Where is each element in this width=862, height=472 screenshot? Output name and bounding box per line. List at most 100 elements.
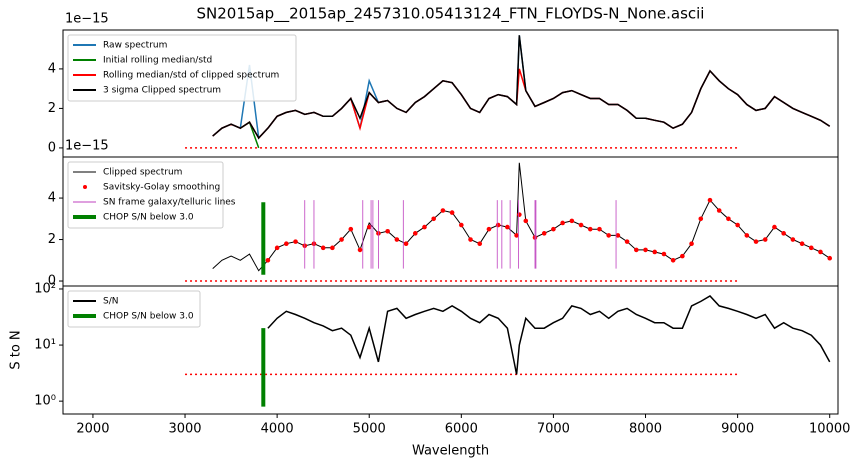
y-tick-label: 4 xyxy=(48,191,56,206)
y-tick-label: 4 xyxy=(48,61,56,76)
x-tick-label: 2000 xyxy=(76,422,109,437)
smooth-point xyxy=(412,231,418,236)
y-tick-label: 0 xyxy=(48,274,56,289)
y-axis-label: S to N xyxy=(9,330,24,369)
legend-box xyxy=(67,290,201,328)
y-tick-label: 0 xyxy=(48,140,56,155)
smooth-point xyxy=(753,239,759,244)
smooth-point xyxy=(284,241,289,246)
y-tick-label: 10² xyxy=(34,281,56,296)
smooth-point xyxy=(707,197,713,203)
offset-label: 1e−15 xyxy=(65,139,109,154)
smooth-point xyxy=(339,237,344,242)
smooth-point xyxy=(781,231,786,236)
smooth-point xyxy=(643,247,648,253)
chart-title: SN2015ap__2015ap_2457310.05413124_FTN_FL… xyxy=(197,5,705,24)
smooth-point xyxy=(606,233,611,238)
smooth-point xyxy=(505,224,510,230)
smooth-point xyxy=(477,241,483,246)
smooth-point xyxy=(394,237,400,242)
panel: 1e−15 0 2 4 xyxy=(48,139,839,289)
legend-label: Initial rolling median/std xyxy=(103,56,212,66)
smooth-point xyxy=(495,222,501,228)
smooth-point xyxy=(293,239,298,244)
legend: Raw spectrum Initial rolling median/std Ro… xyxy=(67,34,297,102)
y-tick-label: 10⁰ xyxy=(34,394,56,409)
smooth-point xyxy=(403,241,409,246)
smooth-point xyxy=(808,245,814,251)
legend-label: Clipped spectrum xyxy=(103,168,182,178)
smooth-point xyxy=(449,210,455,215)
smooth-point xyxy=(772,224,777,230)
smooth-point xyxy=(320,245,326,251)
smooth-point xyxy=(265,257,271,263)
smooth-point xyxy=(274,245,280,251)
x-tick-label: 10000 xyxy=(809,422,850,437)
smooth-point xyxy=(716,208,722,213)
x-axis-label: Wavelength xyxy=(412,444,489,459)
smooth-point xyxy=(670,257,676,263)
smooth-point xyxy=(486,226,492,232)
x-tick-label: 3000 xyxy=(168,422,201,437)
smooth-point xyxy=(357,247,363,253)
x-tick-label: 8000 xyxy=(629,422,662,437)
legend-label: Raw spectrum xyxy=(103,41,167,51)
y-tick-label: 2 xyxy=(48,232,56,247)
smooth-point xyxy=(551,226,556,232)
smooth-point xyxy=(661,251,667,257)
smooth-point xyxy=(790,237,796,242)
smooth-point xyxy=(468,237,473,242)
series-line xyxy=(212,35,831,140)
series-line xyxy=(267,295,831,375)
smooth-point xyxy=(762,237,768,242)
smooth-point xyxy=(422,224,427,230)
smooth-point xyxy=(652,249,658,255)
panel: S to N Wavelength 10⁰ 10¹ 10² 2000 3000 4000 500… xyxy=(9,281,851,458)
smooth-point xyxy=(385,228,390,234)
smooth-point xyxy=(514,233,519,238)
legend-label: S/N xyxy=(103,297,118,307)
series-line xyxy=(212,162,830,272)
smooth-point xyxy=(597,226,602,232)
legend-label: CHOP S/N below 3.0 xyxy=(103,312,194,322)
smooth-point xyxy=(726,216,731,222)
panel: SN2015ap__2015ap_2457310.05413124_FTN_FL… xyxy=(48,5,839,158)
smooth-point xyxy=(523,218,529,224)
y-tick-label: 10¹ xyxy=(34,338,56,353)
smooth-point xyxy=(440,208,446,213)
x-tick-label: 7000 xyxy=(537,422,570,437)
smooth-point xyxy=(827,255,833,261)
series-line xyxy=(212,68,831,140)
smooth-point xyxy=(698,216,704,222)
legend-box xyxy=(67,161,224,229)
smooth-point xyxy=(330,245,335,251)
y-tick-label: 2 xyxy=(48,101,56,116)
smooth-point xyxy=(689,241,694,246)
smooth-point xyxy=(615,233,621,238)
smooth-point xyxy=(818,249,823,255)
smooth-point xyxy=(799,241,805,246)
plot-frame xyxy=(62,285,839,415)
smooth-point xyxy=(634,247,639,253)
legend-marker xyxy=(83,185,87,189)
legend-label: Rolling median/std of clipped spectrum xyxy=(103,71,279,81)
smooth-point xyxy=(348,226,354,232)
x-tick-label: 4000 xyxy=(261,422,294,437)
smooth-point xyxy=(560,220,565,226)
legend: S/N CHOP S/N below 3.0 xyxy=(67,290,201,328)
smooth-point xyxy=(735,222,740,228)
legend-label: SN frame galaxy/telluric lines xyxy=(103,198,236,208)
smooth-point xyxy=(624,239,630,244)
smooth-point xyxy=(578,222,584,228)
x-tick-label: 6000 xyxy=(445,422,478,437)
x-tick-label: 5000 xyxy=(353,422,386,437)
smooth-point xyxy=(569,218,575,224)
legend-label: CHOP S/N below 3.0 xyxy=(103,213,194,223)
x-tick-label: 9000 xyxy=(721,422,754,437)
smooth-point xyxy=(587,226,593,232)
smooth-point xyxy=(744,233,750,238)
legend-label: Savitsky-Golay smoothing xyxy=(103,183,220,193)
legend: Clipped spectrum Savitsky-Golay smoothing… xyxy=(67,161,236,229)
legend-box xyxy=(67,34,297,102)
